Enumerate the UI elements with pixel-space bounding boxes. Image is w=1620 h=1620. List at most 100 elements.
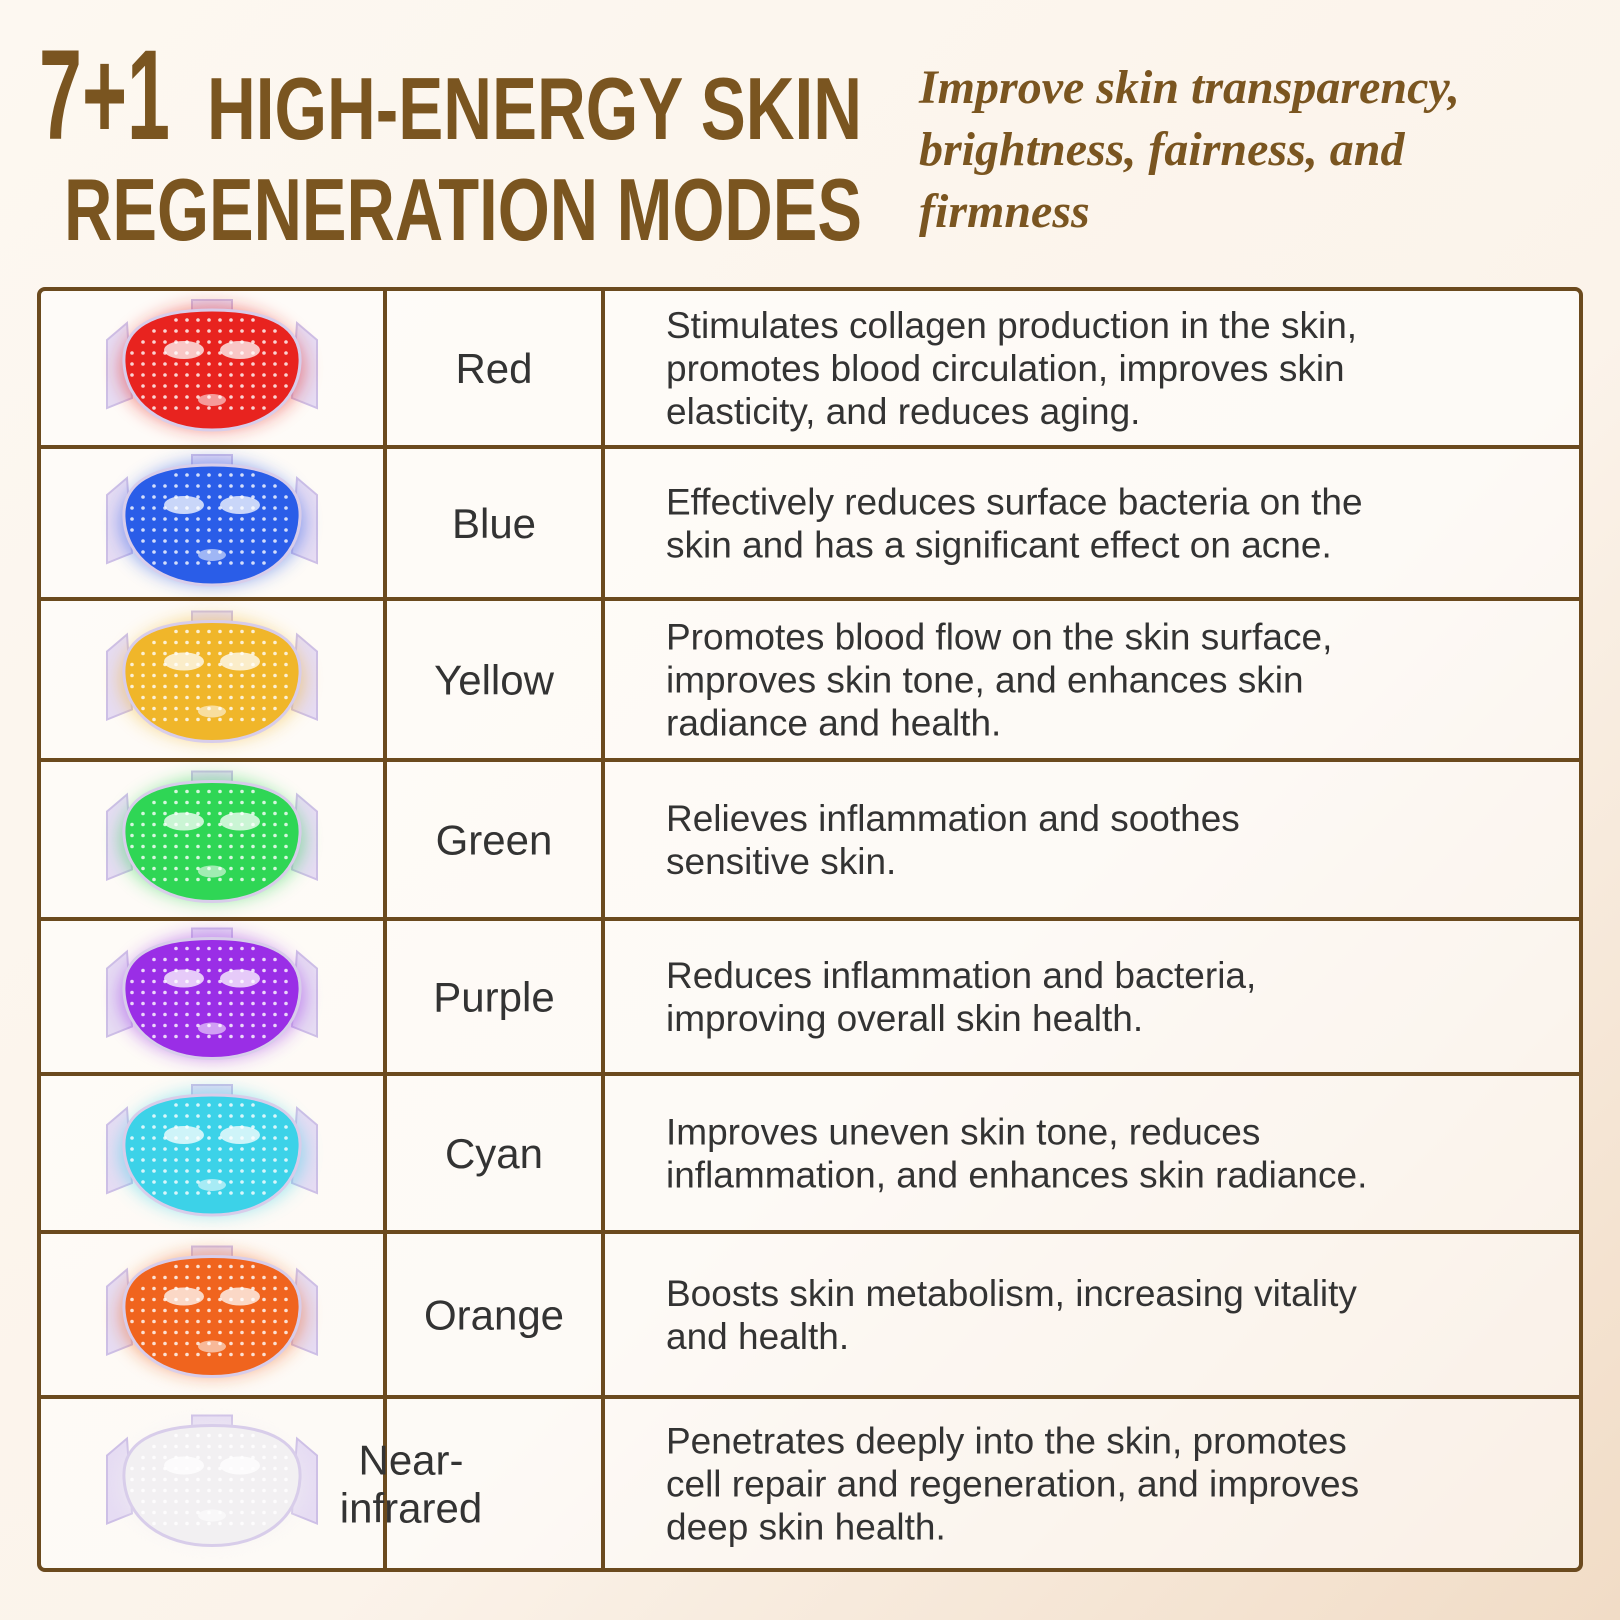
mask-led	[273, 1275, 277, 1280]
mask-led	[207, 1001, 211, 1006]
mask-led	[251, 957, 255, 962]
mask-led	[218, 1341, 222, 1346]
mask-led	[185, 1477, 189, 1482]
mask-led	[141, 1499, 145, 1504]
mask-led	[185, 1023, 189, 1028]
mask-led	[284, 979, 288, 984]
mask-led	[273, 351, 277, 355]
mask-led	[130, 1466, 134, 1471]
mask-led	[218, 406, 222, 410]
mask-led	[273, 968, 277, 973]
mask-mouth	[198, 1022, 226, 1035]
mask-led	[273, 640, 277, 645]
mask-led	[152, 561, 156, 565]
mask-led	[174, 629, 178, 634]
mask-led	[163, 1297, 167, 1302]
mask-led	[196, 528, 200, 532]
mask-led	[163, 695, 167, 700]
mask-led	[130, 362, 134, 366]
mask-eye	[220, 496, 260, 514]
mask-led	[141, 1319, 145, 1324]
mask-led	[185, 1275, 189, 1280]
mask-mouth	[198, 549, 226, 561]
mask-led	[229, 1521, 233, 1526]
mask-led	[196, 717, 200, 722]
mask-led	[185, 629, 189, 634]
mask-led	[251, 877, 255, 882]
mask-led	[284, 1499, 288, 1504]
mask-led	[273, 1444, 277, 1449]
mask-led	[273, 1455, 277, 1460]
mask-led	[130, 979, 134, 984]
mask-led	[240, 1136, 244, 1140]
mask-led	[284, 811, 288, 816]
mask-led	[152, 1444, 156, 1449]
mask-led	[163, 1521, 167, 1526]
mask-led	[240, 1264, 244, 1269]
mask-led	[141, 1466, 145, 1471]
mask-led	[174, 1286, 178, 1291]
mask-led	[284, 506, 288, 510]
mask-led	[229, 1034, 233, 1039]
mask-led	[218, 1488, 222, 1493]
mask-led	[262, 684, 266, 689]
mask-led	[185, 717, 189, 722]
mask-led	[240, 706, 244, 711]
mask-led	[152, 1169, 156, 1173]
mask-eye	[164, 1126, 204, 1144]
mask-led	[240, 662, 244, 667]
mask-led	[262, 1169, 266, 1173]
mask-led	[262, 395, 266, 399]
mask-led	[163, 1169, 167, 1173]
title-line: HIGH-ENERGY SKIN	[207, 59, 862, 158]
mask-led	[174, 1444, 178, 1449]
mask-led	[284, 662, 288, 667]
mask-led	[229, 811, 233, 816]
mask-led	[130, 1297, 134, 1302]
mask-led	[185, 550, 189, 554]
mask-led	[207, 528, 211, 532]
mask-led	[229, 1001, 233, 1006]
mask-led	[130, 1319, 134, 1324]
mask-led	[196, 1499, 200, 1504]
mask-led	[185, 968, 189, 973]
mask-led	[240, 1455, 244, 1460]
mask-led	[251, 1444, 255, 1449]
mask-led	[273, 706, 277, 711]
mask-led	[152, 844, 156, 849]
mask-icon	[106, 1084, 318, 1217]
mode-name: Red	[455, 345, 532, 392]
mask-led	[130, 1488, 134, 1493]
mask-led	[229, 844, 233, 849]
mask-led	[207, 1103, 211, 1107]
mask-led	[163, 1341, 167, 1346]
mask-led	[196, 968, 200, 973]
mask-led	[141, 811, 145, 816]
mask-led	[196, 866, 200, 871]
mask-led	[262, 651, 266, 656]
mask-led	[152, 1488, 156, 1493]
mask-led	[262, 833, 266, 838]
mask-led	[141, 1286, 145, 1291]
mask-led	[262, 1147, 266, 1151]
mask-led	[218, 561, 222, 565]
mask-led	[196, 990, 200, 995]
mask-led	[218, 1521, 222, 1526]
mask-led	[141, 1477, 145, 1482]
mask-led	[251, 1477, 255, 1482]
mask-led	[174, 318, 178, 322]
mask-led	[251, 822, 255, 827]
mode-description: improves skin tone, and enhances skin	[666, 660, 1304, 701]
mask-icon	[106, 770, 318, 904]
mask-led	[196, 1286, 200, 1291]
mask-led	[262, 1444, 266, 1449]
mask-led	[207, 833, 211, 838]
mask-icon	[106, 299, 318, 432]
mask-led	[207, 318, 211, 322]
mask-led	[251, 833, 255, 838]
mask-led	[163, 1444, 167, 1449]
mask-led	[141, 1308, 145, 1313]
mask-led	[174, 1136, 178, 1140]
mask-led	[174, 811, 178, 816]
mask-led	[240, 822, 244, 827]
